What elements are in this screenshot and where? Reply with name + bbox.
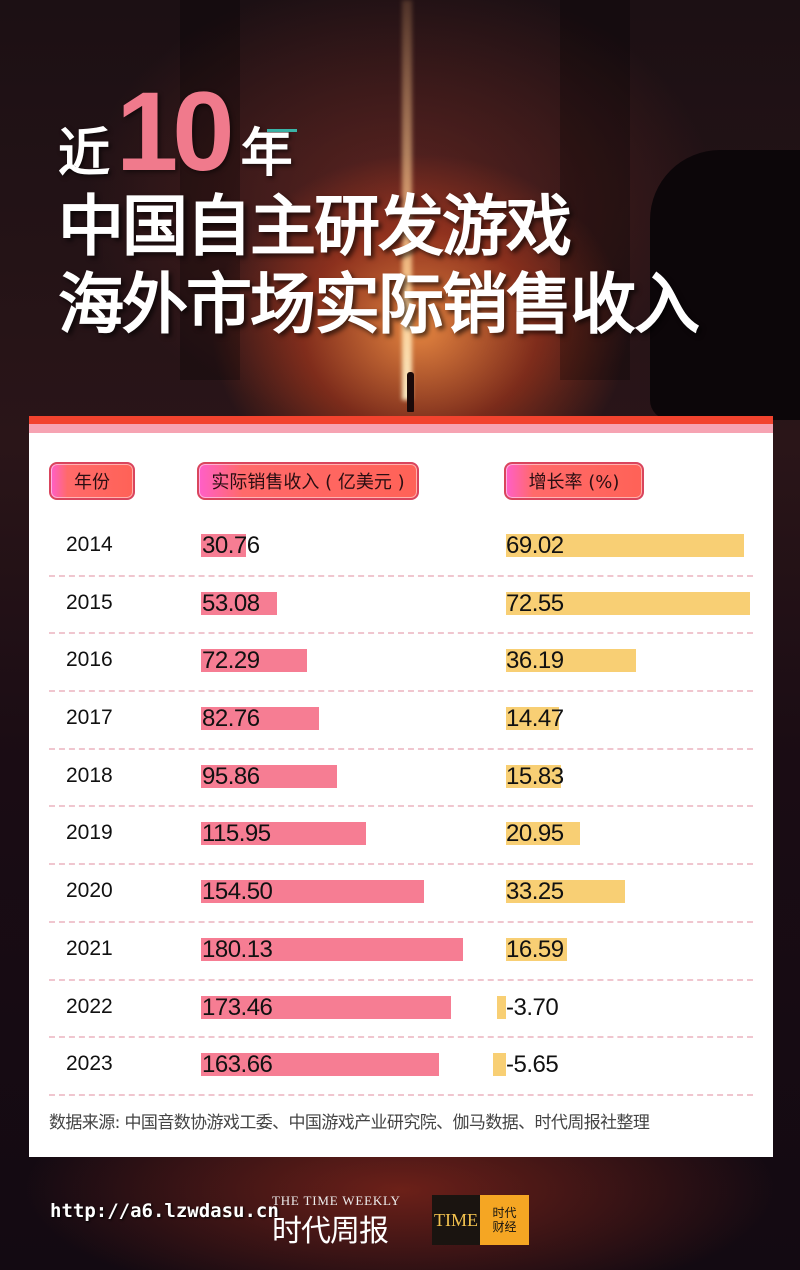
growth-bar-negative — [497, 995, 506, 1019]
sales-bar — [201, 822, 366, 846]
header-year: 年份 — [49, 462, 135, 500]
time-finance-logo: TIME 时代财经 — [432, 1195, 529, 1245]
title-block: 近 10 年 中国自主研发游戏 海外市场实际销售收入 — [58, 69, 700, 344]
title-prefix: 近 — [58, 124, 111, 184]
decorative-line — [267, 129, 297, 132]
year-cell: 2021 — [66, 936, 113, 960]
background-pillar — [560, 0, 630, 380]
table-row: 2019 115.95 20.95 — [29, 807, 773, 865]
table-row: 2020 154.50 33.25 — [29, 865, 773, 923]
growth-value: 69.02 — [506, 532, 564, 559]
table-row: 2017 82.76 14.47 — [29, 692, 773, 750]
growth-value: 16.59 — [506, 935, 564, 963]
table-body: 2014 30.76 69.02 2015 53.08 72.55 2016 7… — [29, 519, 773, 1096]
silhouette — [650, 150, 800, 420]
table-row: 2014 30.76 69.02 — [29, 519, 773, 577]
sales-value: 30.76 — [202, 532, 260, 559]
logo-text: 时代财经 — [480, 1195, 529, 1245]
title-number: 10 — [116, 69, 235, 194]
sales-value: 53.08 — [202, 589, 260, 617]
card-sub-band — [29, 424, 773, 433]
growth-value: 33.25 — [506, 878, 564, 906]
growth-value: 72.55 — [506, 589, 564, 617]
table-row: 2018 95.86 15.83 — [29, 750, 773, 808]
card-top-band — [29, 416, 773, 424]
data-source: 数据来源: 中国音数协游戏工委、中国游戏产业研究院、伽马数据、时代周报社整理 — [49, 1113, 650, 1133]
sales-bar — [201, 995, 451, 1019]
year-cell: 2014 — [66, 533, 113, 556]
year-cell: 2015 — [66, 590, 113, 614]
title-line2: 中国自主研发游戏 — [58, 188, 572, 265]
watermark-url: http://a6.lzwdasu.cn — [50, 1200, 279, 1222]
year-cell: 2017 — [66, 706, 113, 730]
figure-silhouette — [407, 372, 414, 412]
title-line3: 海外市场实际销售收入 — [58, 266, 700, 343]
year-cell: 2022 — [66, 994, 113, 1018]
growth-bar-negative — [493, 1053, 506, 1077]
header-growth: 增长率 (%) — [504, 462, 644, 500]
sales-value: 82.76 — [202, 705, 260, 733]
data-card: 年份 实际销售收入 ( 亿美元 ) 增长率 (%) 2014 30.76 69.… — [29, 416, 773, 1157]
growth-bar — [506, 937, 567, 961]
year-cell: 2023 — [66, 1052, 113, 1076]
sales-bar — [201, 649, 307, 673]
sales-value: 154.50 — [202, 878, 273, 906]
background-pillar — [180, 0, 240, 380]
header-sales: 实际销售收入 ( 亿美元 ) — [197, 462, 419, 500]
sales-value: 173.46 — [202, 993, 273, 1021]
sales-bar — [201, 764, 337, 788]
table-row: 2023 163.66 -5.65 — [29, 1038, 773, 1096]
table-row: 2021 180.13 16.59 — [29, 923, 773, 981]
year-cell: 2016 — [66, 648, 113, 672]
sales-bar — [201, 937, 463, 961]
year-cell: 2018 — [66, 763, 113, 787]
sales-value: 95.86 — [202, 762, 260, 790]
growth-bar — [506, 880, 625, 904]
sales-bar — [201, 880, 424, 904]
growth-value: 20.95 — [506, 820, 564, 848]
year-cell: 2019 — [66, 821, 113, 845]
sales-value: 163.66 — [202, 1051, 273, 1079]
time-logo-icon: TIME — [432, 1195, 480, 1245]
sales-bar — [201, 707, 319, 731]
sales-bar — [201, 534, 246, 557]
year-cell: 2020 — [66, 879, 113, 903]
growth-bar — [506, 707, 559, 731]
growth-value: 14.47 — [506, 705, 564, 733]
growth-value: -5.65 — [506, 1051, 559, 1079]
growth-bar — [506, 822, 580, 846]
table-row: 2015 53.08 72.55 — [29, 577, 773, 635]
table-row: 2022 173.46 -3.70 — [29, 981, 773, 1039]
sales-bar — [201, 1053, 439, 1077]
title-line1: 近 10 年 — [58, 69, 698, 194]
growth-bar — [506, 764, 561, 788]
growth-value: 36.19 — [506, 647, 564, 675]
light-beam — [402, 0, 412, 400]
sales-bar — [201, 591, 277, 615]
brand-chinese: 时代周报 — [272, 1214, 389, 1249]
growth-value: -3.70 — [506, 993, 559, 1021]
growth-bar — [506, 591, 750, 615]
table-row: 2016 72.29 36.19 — [29, 634, 773, 692]
growth-value: 15.83 — [506, 762, 564, 790]
sales-value: 180.13 — [202, 935, 273, 963]
sales-value: 115.95 — [202, 820, 271, 848]
growth-bar — [506, 649, 636, 673]
title-suffix: 年 — [240, 124, 293, 184]
growth-bar — [506, 534, 744, 557]
brand-english: THE TIME WEEKLY — [272, 1193, 401, 1208]
sales-value: 72.29 — [202, 647, 260, 675]
